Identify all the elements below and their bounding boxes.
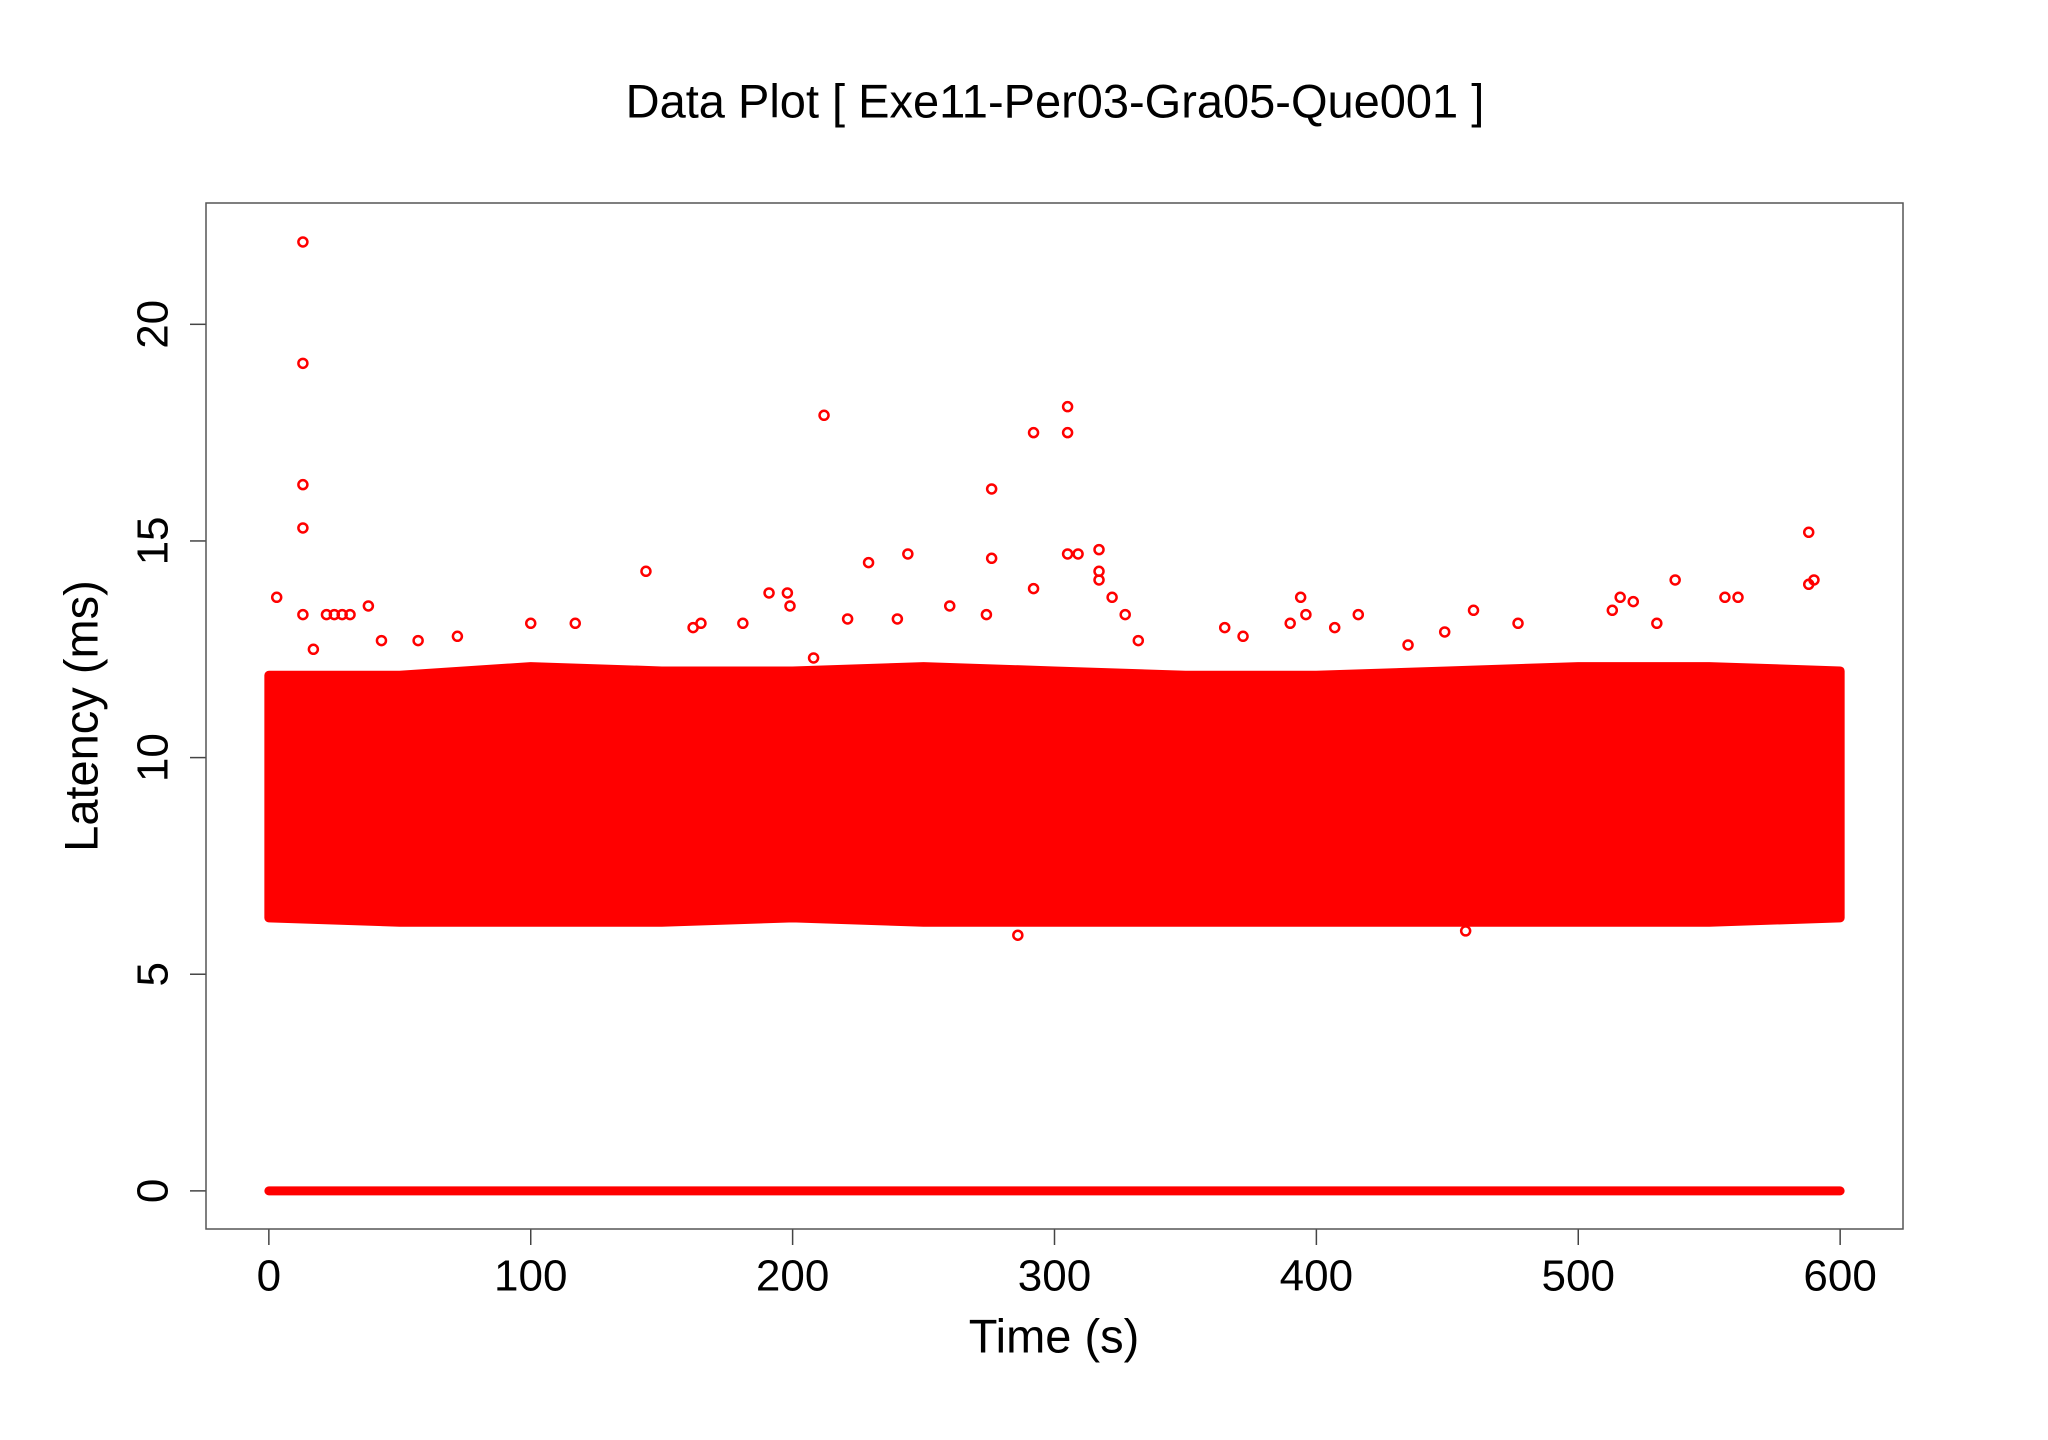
point: [297, 522, 309, 534]
point: [1119, 608, 1131, 621]
y-tick-label: 0: [129, 1179, 178, 1203]
point: [270, 591, 283, 604]
point: [1093, 565, 1105, 578]
point: [1061, 426, 1074, 439]
point: [362, 600, 375, 612]
x-tick-label: 100: [494, 1252, 567, 1301]
point: [344, 608, 356, 621]
point: [841, 613, 854, 625]
point: [985, 552, 998, 565]
point: [569, 617, 582, 630]
point: [1669, 574, 1681, 586]
point: [1294, 591, 1307, 604]
point: [1467, 604, 1480, 617]
point: [640, 565, 652, 578]
point: [781, 587, 794, 599]
point: [297, 236, 309, 248]
point: [1732, 591, 1744, 604]
point: [297, 357, 309, 370]
point: [807, 652, 820, 664]
point: [1300, 608, 1312, 621]
point: [1328, 621, 1341, 634]
point: [1438, 626, 1451, 638]
point: [1061, 400, 1074, 413]
x-tick-label: 400: [1280, 1252, 1353, 1301]
point: [1237, 630, 1249, 643]
y-tick-label: 5: [129, 962, 178, 986]
point: [375, 634, 388, 647]
point: [1218, 621, 1231, 634]
point: [1606, 604, 1619, 617]
point: [1352, 608, 1365, 621]
point: [1719, 591, 1731, 604]
point: [1614, 591, 1626, 604]
point: [1012, 929, 1024, 941]
point: [737, 617, 749, 630]
plot-frame: [205, 202, 1904, 1230]
x-tick-label: 300: [1018, 1252, 1091, 1301]
x-tick-label: 500: [1542, 1252, 1615, 1301]
point: [1802, 526, 1815, 539]
point: [891, 613, 904, 625]
point: [524, 617, 537, 630]
y-tick-label: 15: [129, 516, 178, 565]
x-tick-label: 600: [1803, 1252, 1876, 1301]
point: [763, 587, 775, 599]
y-tick-label: 20: [129, 300, 178, 349]
x-tick-label: 200: [756, 1252, 829, 1301]
point: [1284, 617, 1296, 630]
point: [1027, 582, 1040, 595]
point: [451, 630, 464, 643]
point: [307, 643, 320, 656]
point: [784, 600, 796, 612]
point: [985, 483, 998, 495]
point: [980, 608, 993, 621]
point: [1459, 925, 1472, 937]
point: [1027, 426, 1040, 439]
point: [1093, 543, 1105, 556]
point: [1651, 617, 1663, 630]
point: [1627, 595, 1640, 608]
point: [862, 556, 875, 569]
x-tick-label: 0: [257, 1252, 281, 1301]
y-tick-label: 10: [129, 733, 178, 782]
point: [902, 548, 914, 560]
chart-title: Data Plot [ Exe11-Per03-Gra05-Que001 ]: [626, 74, 1485, 127]
y-axis-label: Latency (ms): [54, 580, 107, 852]
point: [1512, 617, 1524, 630]
point: [412, 634, 424, 647]
point: [1061, 548, 1074, 560]
x-axis-label: Time (s): [969, 1309, 1140, 1362]
point-band: [264, 662, 1845, 927]
point: [297, 478, 309, 491]
point: [1402, 639, 1414, 651]
point: [1106, 591, 1118, 604]
point: [818, 409, 830, 422]
point: [943, 600, 956, 612]
point: [1132, 634, 1145, 647]
point: [695, 617, 707, 630]
point: [1072, 548, 1084, 560]
point: [1802, 578, 1815, 591]
point: [297, 608, 309, 621]
